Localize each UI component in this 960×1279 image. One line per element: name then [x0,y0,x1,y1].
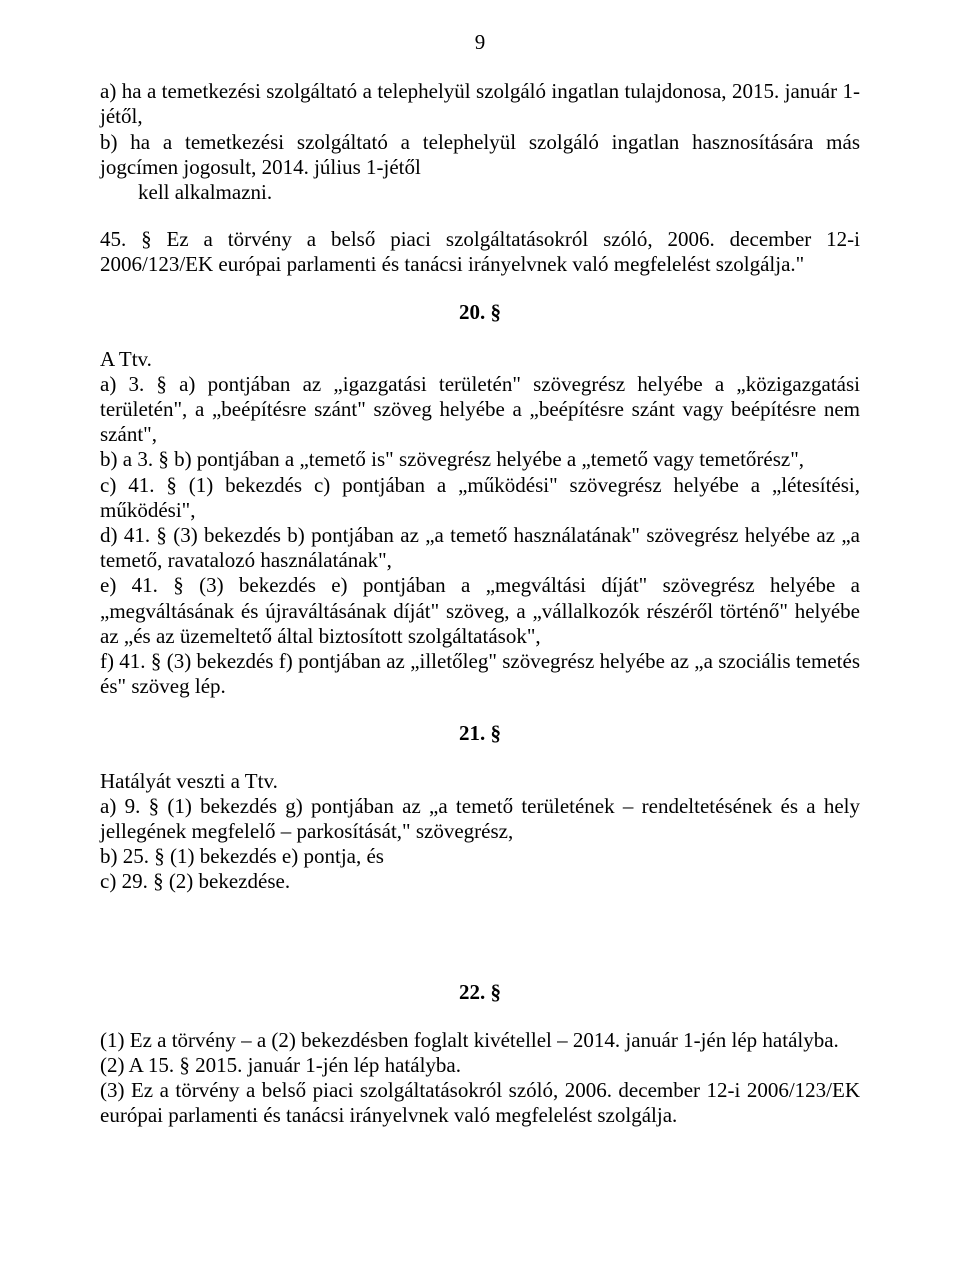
paragraph-3-f: f) 41. § (3) bekezdés f) pontjában az „i… [100,649,860,699]
section-head-20: 20. § [100,300,860,325]
document-page: 9 a) ha a temetkezési szolgáltató a tele… [0,0,960,1279]
paragraph-1-a: a) ha a temetkezési szolgáltató a teleph… [100,79,860,129]
section-head-21: 21. § [100,721,860,746]
paragraph-4-c: c) 29. § (2) bekezdése. [100,869,860,894]
paragraph-4-intro: Hatályát veszti a Ttv. [100,769,860,794]
paragraph-3-d: d) 41. § (3) bekezdés b) pontjában az „a… [100,523,860,573]
paragraph-3-c: c) 41. § (1) bekezdés c) pontjában a „mű… [100,473,860,523]
spacer [100,916,860,958]
paragraph-5-3: (3) Ez a törvény a belső piaci szolgálta… [100,1078,860,1128]
paragraph-3-b: b) a 3. § b) pontjában a „temető is" szö… [100,447,860,472]
section-head-22: 22. § [100,980,860,1005]
paragraph-1-b: b) ha a temetkezési szolgáltató a teleph… [100,130,860,180]
paragraph-3-e: e) 41. § (3) bekezdés e) pontjában a „me… [100,573,860,649]
paragraph-3-a: a) 3. § a) pontjában az „igazgatási terü… [100,372,860,448]
paragraph-3-intro: A Ttv. [100,347,860,372]
page-number: 9 [100,30,860,55]
paragraph-5-1: (1) Ez a törvény – a (2) bekezdésben fog… [100,1028,860,1053]
paragraph-2: 45. § Ez a törvény a belső piaci szolgál… [100,227,860,277]
paragraph-5-2: (2) A 15. § 2015. január 1-jén lép hatál… [100,1053,860,1078]
paragraph-4-b: b) 25. § (1) bekezdés e) pontja, és [100,844,860,869]
paragraph-4-a: a) 9. § (1) bekezdés g) pontjában az „a … [100,794,860,844]
paragraph-1-indent: kell alkalmazni. [100,180,860,205]
